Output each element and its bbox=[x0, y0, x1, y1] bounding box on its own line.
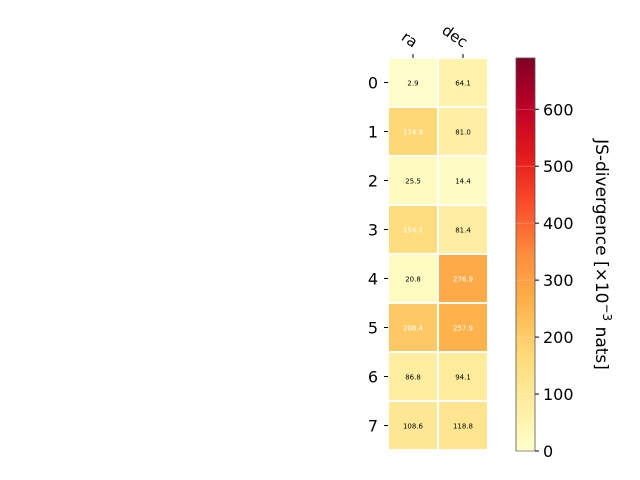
row-labels: 0 1 2 3 4 5 6 7 bbox=[368, 74, 388, 436]
heatmap-cell bbox=[389, 157, 437, 204]
heatmap-cell bbox=[439, 402, 487, 449]
row-label: 2 bbox=[368, 172, 378, 191]
heatmap-cell bbox=[439, 157, 487, 204]
heatmap-cell bbox=[439, 304, 487, 351]
heatmap-cell bbox=[389, 108, 437, 155]
cell-value-label: 208.4 bbox=[403, 325, 424, 333]
cell-value-label: 94.1 bbox=[455, 374, 471, 382]
row-label: 3 bbox=[368, 221, 378, 240]
heatmap-cell bbox=[439, 108, 487, 155]
cell-value-label: 118.8 bbox=[453, 423, 473, 431]
colorbar-tick-label: 200 bbox=[543, 328, 574, 347]
cell-value-label: 154.7 bbox=[403, 227, 423, 235]
colorbar-tick-label: 600 bbox=[543, 100, 574, 119]
cell-value-label: 20.8 bbox=[405, 276, 421, 284]
cell-value-label: 25.5 bbox=[405, 178, 421, 186]
column-label: dec bbox=[439, 21, 471, 51]
heatmap-cell bbox=[389, 59, 437, 106]
heatmap-cell bbox=[389, 402, 437, 449]
cell-value-label: 81.0 bbox=[455, 129, 471, 137]
row-label: 5 bbox=[368, 319, 378, 338]
colorbar-label-unit: nats] bbox=[591, 321, 611, 370]
colorbar-gradient bbox=[515, 57, 536, 452]
heatmap-cell bbox=[389, 206, 437, 253]
heatmap-cell bbox=[439, 353, 487, 400]
colorbar-tick-label: 0 bbox=[543, 442, 553, 461]
cell-value-label: 108.6 bbox=[403, 423, 424, 431]
cell-value-label: 14.4 bbox=[455, 178, 471, 186]
row-label: 1 bbox=[368, 123, 378, 142]
colorbar-label: JS-divergence [×10−3 nats] bbox=[591, 138, 614, 370]
heatmap-cells: 2.9 64.1 174.9 81.0 25.5 14.4 154.7 81.4 20.8 276… bbox=[389, 59, 487, 449]
heatmap-cell bbox=[389, 304, 437, 351]
colorbar-label-main: JS-divergence [×10 bbox=[591, 138, 611, 303]
row-label: 7 bbox=[368, 417, 378, 436]
heatmap-cell bbox=[389, 255, 437, 302]
cell-value-label: 64.1 bbox=[455, 80, 471, 88]
row-label: 0 bbox=[368, 74, 378, 93]
colorbar-tick-label: 300 bbox=[543, 271, 574, 290]
heatmap-cell bbox=[389, 353, 437, 400]
colorbar-tick-label: 400 bbox=[543, 214, 574, 233]
heatmap-cell bbox=[439, 59, 487, 106]
cell-value-label: 276.9 bbox=[453, 276, 473, 284]
column-label: ra bbox=[398, 28, 421, 52]
row-label: 4 bbox=[368, 270, 378, 289]
cell-value-label: 2.9 bbox=[407, 80, 418, 88]
cell-value-label: 86.8 bbox=[405, 374, 421, 382]
cell-value-label: 81.4 bbox=[455, 227, 471, 235]
colorbar-ticks: 0 100 200 300 400 500 600 bbox=[516, 100, 574, 461]
column-labels: ra dec bbox=[398, 21, 471, 58]
heatmap-cell bbox=[439, 255, 487, 302]
cell-value-label: 174.9 bbox=[403, 129, 423, 137]
colorbar: 0 100 200 300 400 500 600 JS-divergence [×10−3… bbox=[515, 57, 614, 461]
row-label: 6 bbox=[368, 368, 378, 387]
colorbar-tick-label: 500 bbox=[543, 157, 574, 176]
colorbar-label-exponent: −3 bbox=[600, 303, 614, 321]
cell-value-label: 257.9 bbox=[453, 325, 473, 333]
colorbar-tick-label: 100 bbox=[543, 385, 574, 404]
heatmap-cell bbox=[439, 206, 487, 253]
